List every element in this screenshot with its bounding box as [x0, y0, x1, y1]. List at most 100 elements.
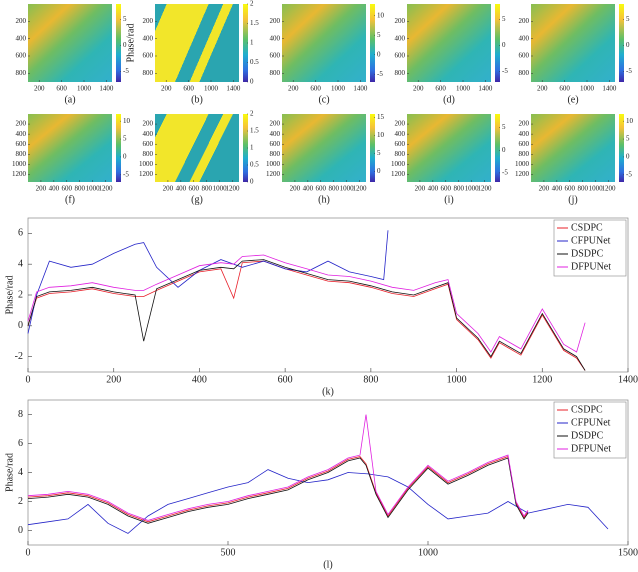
x-tick-label: 800 [363, 374, 378, 385]
x-tick-label: 0 [26, 547, 31, 558]
colorbar [370, 114, 375, 182]
x-tick-label: 200 [288, 85, 299, 93]
colorbar-tick-label: 0 [250, 78, 254, 86]
y-axis-label: Phase/rad [4, 453, 15, 492]
x-tick-label: 600 [278, 374, 293, 385]
phase-image [28, 4, 112, 82]
y-tick-label: 600 [395, 52, 406, 60]
series-line [27, 457, 529, 524]
phase-image [407, 114, 491, 182]
colorbar-tick-label: 10 [626, 117, 634, 125]
y-tick-label: 4 [18, 467, 23, 478]
x-tick-label: 800 [328, 185, 339, 193]
y-tick-label: 600 [519, 52, 530, 60]
phase-image [531, 114, 615, 182]
colorbar [243, 4, 248, 82]
y-tick-label: 400 [143, 130, 154, 138]
x-tick-label: 1400 [478, 85, 493, 93]
legend-label: DSDPC [571, 248, 604, 259]
caption: (k) [322, 386, 334, 397]
phase-image [531, 4, 615, 82]
colorbar-tick-label: 0 [502, 41, 506, 49]
colorbar-tick-label: 2 [250, 0, 254, 8]
x-tick-label: 400 [176, 185, 187, 193]
x-tick-label: 200 [34, 85, 45, 93]
colorbar-tick-label: 0 [377, 167, 381, 175]
x-tick-label: 200 [36, 185, 47, 193]
colorbar-tick-label: 5 [626, 15, 630, 23]
x-tick-label: 1000 [86, 185, 101, 193]
caption: (h) [318, 194, 330, 205]
x-tick-label: 1000 [418, 547, 438, 558]
y-tick-label: 400 [270, 130, 281, 138]
colorbar-tick-label: -5 [626, 67, 632, 75]
colorbar-tick-label: 10 [123, 117, 131, 125]
colorbar [495, 4, 500, 82]
colorbar-tick-label: 1.5 [250, 19, 259, 27]
x-tick-label: 1000 [340, 185, 355, 193]
x-tick-label: 500 [221, 547, 236, 558]
y-tick-label: 400 [16, 34, 27, 42]
caption: (f) [65, 194, 75, 205]
y-tick-label: 1200 [139, 170, 154, 178]
y-tick-label: 600 [143, 52, 154, 60]
series-line [27, 414, 529, 521]
x-tick-label: 200 [413, 85, 424, 93]
colorbar-tick-label: 0.5 [250, 161, 259, 169]
legend-label: CFPUNet [571, 235, 611, 246]
x-tick-label: 1400 [618, 374, 638, 385]
y-tick-label: 1000 [12, 160, 27, 168]
colorbar [619, 4, 624, 82]
x-tick-label: 1000 [465, 185, 480, 193]
x-tick-label: 1200 [478, 185, 493, 193]
y-tick-label: 200 [143, 120, 154, 128]
x-tick-label: 600 [441, 185, 452, 193]
phase-image [28, 114, 112, 182]
phase-image [282, 114, 366, 182]
y-tick-label: 600 [143, 140, 154, 148]
x-tick-label: 600 [183, 85, 194, 93]
y-tick-label: 800 [395, 150, 406, 158]
x-tick-label: 600 [565, 185, 576, 193]
y-tick-label: 1200 [391, 170, 406, 178]
y-tick-label: 400 [519, 34, 530, 42]
y-tick-label: 800 [270, 69, 281, 77]
x-tick-label: 200 [161, 85, 172, 93]
x-tick-label: 200 [163, 185, 174, 193]
colorbar-tick-label: 10 [377, 131, 385, 139]
x-tick-label: 200 [537, 85, 548, 93]
y-axis-label: Phase/rad [125, 24, 136, 63]
colorbar-tick-label: 15 [377, 113, 385, 121]
y-tick-label: 800 [519, 150, 530, 158]
y-tick-label: 800 [16, 69, 27, 77]
y-tick-label: 400 [395, 130, 406, 138]
colorbar-tick-label: 0 [626, 153, 630, 161]
x-tick-label: 800 [74, 185, 85, 193]
x-tick-label: 400 [552, 185, 563, 193]
y-tick-label: 800 [143, 69, 154, 77]
colorbar-tick-label: 1.5 [250, 127, 259, 135]
y-tick-label: 600 [270, 140, 281, 148]
x-tick-label: 200 [106, 374, 121, 385]
colorbar-tick-label: 2 [250, 110, 254, 118]
series-line [27, 260, 586, 371]
y-tick-label: 800 [519, 69, 530, 77]
legend-label: CFPUNet [571, 417, 611, 428]
y-tick-label: 800 [395, 69, 406, 77]
x-tick-label: 1200 [99, 185, 114, 193]
y-tick-label: 400 [16, 130, 27, 138]
colorbar-tick-label: 0 [123, 153, 127, 161]
colorbar-tick-label: 1 [250, 39, 254, 47]
y-axis-label: Phase/rad [4, 276, 15, 315]
x-tick-label: 1400 [602, 85, 617, 93]
y-tick-label: 2 [18, 496, 23, 507]
legend-label: CSDPC [571, 222, 603, 233]
x-tick-label: 1400 [353, 85, 368, 93]
colorbar-tick-label: 5 [377, 149, 381, 157]
caption: (g) [191, 194, 203, 205]
y-tick-label: 200 [395, 120, 406, 128]
colorbar [243, 114, 248, 182]
colorbar-tick-label: 0 [123, 41, 127, 49]
colorbar [116, 114, 121, 182]
